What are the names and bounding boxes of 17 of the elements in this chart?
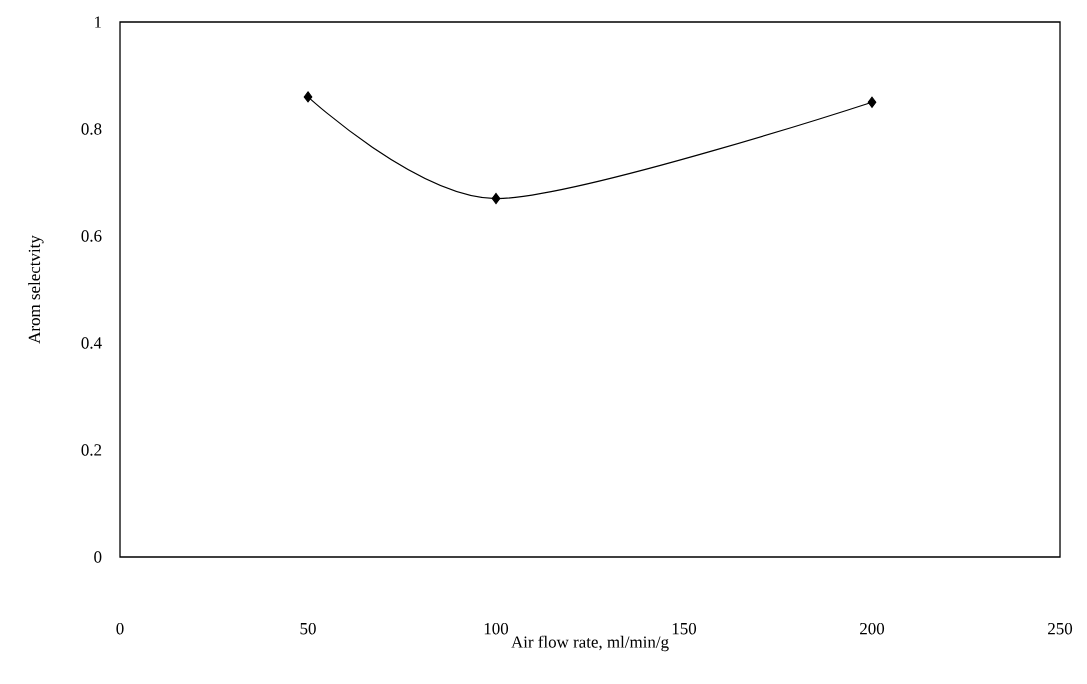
y-tick-label: 1 <box>95 16 102 28</box>
point <box>867 96 877 108</box>
y-tick-label: 0.2 <box>81 444 102 456</box>
x-tick-label: 50 <box>300 622 316 635</box>
y-tick-label: 0 <box>94 551 102 563</box>
y-tick-label: 0.4 <box>81 337 102 349</box>
y-tick-label: 0.6 <box>81 230 102 242</box>
x-tick-label: 250 <box>1048 622 1073 635</box>
x-tick-label: 0 <box>116 622 124 635</box>
y-axis-title: Arom selectvity <box>28 235 44 344</box>
point <box>491 192 501 205</box>
x-tick-label: 200 <box>860 622 885 635</box>
x-tick-label: 150 <box>672 622 697 635</box>
point <box>303 91 313 103</box>
x-tick-label: 100 <box>484 622 509 635</box>
y-tick-label: 0.8 <box>81 123 102 135</box>
x-axis-title: Air flow rate, ml/min/g <box>511 635 669 652</box>
